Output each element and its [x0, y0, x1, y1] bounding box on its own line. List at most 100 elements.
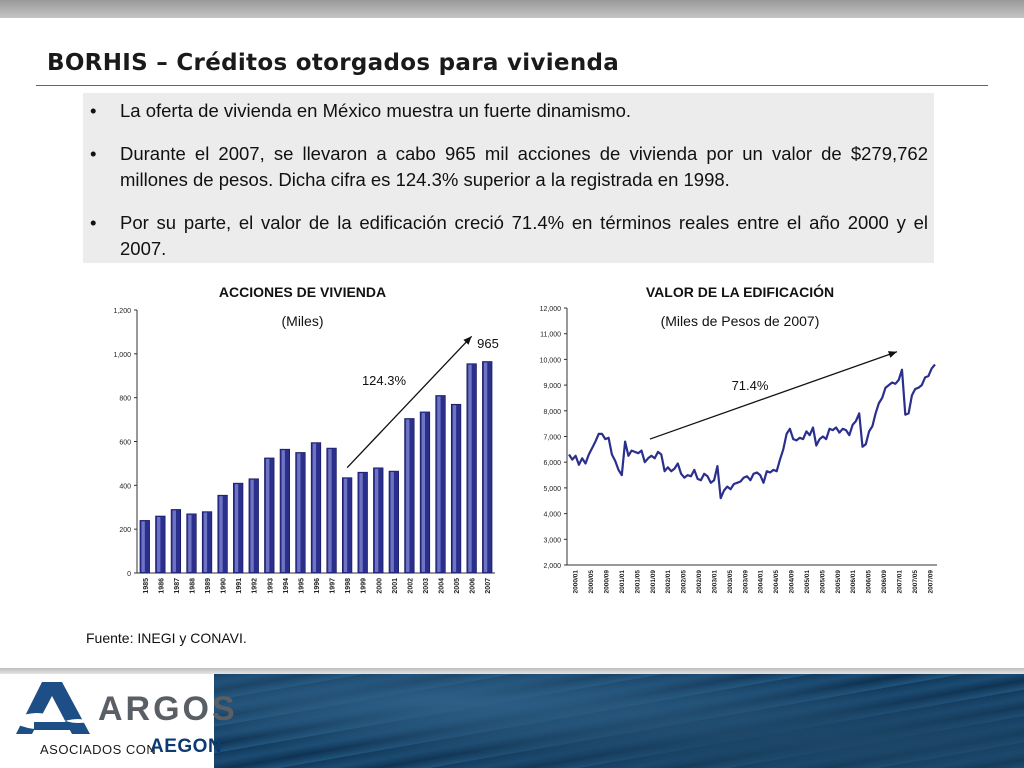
x-tick-label: 2007/01 — [896, 570, 903, 594]
x-tick-label: 2000/09 — [604, 570, 611, 594]
x-tick-label: 2004/01 — [758, 570, 765, 594]
partner-logo: AEGON — [150, 736, 223, 757]
growth-arrowhead — [888, 351, 897, 358]
bar-highlight — [203, 512, 208, 572]
y-tick-label: 0 — [127, 571, 131, 578]
y-tick-label: 10,000 — [540, 357, 562, 364]
x-tick-label: 2001/09 — [650, 570, 657, 594]
bar-chart-subtitle: (Miles) — [281, 313, 324, 329]
x-tick-label: 2003/09 — [742, 570, 749, 594]
bar-highlight — [359, 473, 363, 572]
y-tick-label: 1,000 — [113, 352, 131, 359]
bar-highlight — [483, 362, 488, 572]
x-tick-label: 2005/09 — [835, 570, 842, 594]
x-tick-label: 1998 — [345, 578, 352, 594]
y-tick-label: 800 — [119, 396, 131, 403]
bullet-text: La oferta de vivienda en México muestra … — [120, 100, 632, 121]
x-tick-label: 1994 — [283, 578, 290, 594]
growth-label: 71.4% — [732, 378, 769, 393]
x-tick-label: 1985 — [143, 578, 150, 594]
x-tick-label: 2007/05 — [912, 570, 919, 594]
footer-divider — [0, 668, 1024, 674]
bullet-marker: • — [90, 143, 97, 164]
x-tick-label: 2005 — [454, 578, 461, 594]
bar-highlight — [421, 412, 426, 572]
x-tick-label: 1996 — [314, 578, 321, 594]
bar-highlight — [312, 443, 317, 572]
bar-highlight — [374, 468, 379, 572]
y-tick-label: 600 — [119, 440, 131, 447]
growth-arrowhead — [463, 336, 472, 345]
x-tick-label: 1987 — [174, 578, 181, 594]
x-tick-label: 2005/05 — [819, 570, 826, 594]
x-tick-label: 2003 — [423, 578, 430, 594]
y-tick-label: 12,000 — [540, 306, 562, 313]
bar-highlight — [157, 517, 161, 572]
x-tick-label: 2001 — [392, 578, 399, 594]
bar-chart: 0 200 400 600 800 1,000 1,200 1985 1986 1987 1988 1… — [113, 308, 499, 594]
x-tick-label: 1992 — [252, 578, 259, 594]
x-tick-label: 1993 — [267, 578, 274, 594]
y-tick-label: 11,000 — [540, 332, 561, 339]
x-tick-label: 1989 — [205, 578, 212, 594]
x-tick-label: 2007 — [485, 578, 492, 594]
x-tick-label: 1999 — [361, 578, 368, 594]
x-tick-label: 2006/05 — [866, 570, 873, 594]
y-tick-label: 8,000 — [543, 409, 561, 416]
bar-chart-title: ACCIONES DE VIVIENDA — [218, 284, 387, 300]
x-tick-label: 2006/09 — [881, 570, 888, 594]
y-tick-label: 5,000 — [543, 486, 561, 493]
x-tick-label: 2000/05 — [588, 570, 595, 594]
x-tick-label: 2004/05 — [773, 570, 780, 594]
x-tick-label: 2007/09 — [927, 570, 934, 594]
x-tick-label: 2004/09 — [789, 570, 796, 594]
line-chart: 2,000 3,000 4,000 5,000 6,000 7,000 8,000 9,000… — [540, 306, 937, 594]
last-value-label: 965 — [477, 336, 499, 351]
logo-wordmark: ARGOS — [98, 690, 238, 728]
x-tick-label: 2006/01 — [850, 570, 857, 594]
y-tick-label: 7,000 — [543, 435, 561, 442]
x-tick-label: 2006 — [470, 578, 477, 594]
x-tick-label: 1991 — [236, 578, 243, 594]
growth-label: 124.3% — [362, 373, 407, 388]
bar-highlight — [219, 496, 223, 572]
bullet-panel — [83, 93, 934, 263]
x-tick-label: 1997 — [330, 578, 337, 594]
bullet-marker: • — [90, 100, 97, 121]
bar-highlight — [406, 419, 410, 572]
page-title: BORHIS – Créditos otorgados para viviend… — [47, 50, 620, 76]
y-tick-label: 1,200 — [113, 308, 131, 315]
series-line — [568, 363, 936, 500]
x-tick-label: 2005/01 — [804, 570, 811, 594]
bullet-marker: • — [90, 212, 97, 233]
x-tick-label: 2002/09 — [696, 570, 703, 594]
x-tick-label: 1988 — [189, 578, 196, 594]
bar-highlight — [141, 521, 145, 572]
bar-highlight — [343, 478, 348, 572]
y-tick-label: 9,000 — [543, 383, 561, 390]
bar-highlight — [265, 458, 270, 572]
bar-highlight — [452, 405, 457, 572]
bar-highlight — [328, 449, 332, 572]
y-tick-label: 4,000 — [543, 512, 561, 519]
x-tick-label: 1990 — [221, 578, 228, 594]
line-chart-title: VALOR DE LA EDIFICACIÓN — [645, 284, 835, 300]
x-tick-label: 2001/01 — [619, 570, 626, 594]
footer-water-image — [214, 674, 1024, 768]
x-tick-label: 2000/01 — [573, 570, 580, 594]
growth-arrow — [649, 351, 898, 440]
bar-highlight — [172, 510, 176, 572]
y-tick-label: 400 — [119, 483, 131, 490]
x-tick-label: 2002 — [407, 578, 414, 594]
bar-highlight — [468, 364, 472, 572]
y-tick-label: 200 — [119, 527, 131, 534]
line-chart-subtitle: (Miles de Pesos de 2007) — [660, 313, 820, 329]
x-tick-label: 2002/01 — [665, 570, 672, 594]
x-tick-label: 2003/01 — [711, 570, 718, 594]
x-tick-label: 1986 — [158, 578, 165, 594]
bullet-text: Durante el 2007, se llevaron a cabo 965 … — [120, 143, 928, 190]
x-tick-label: 2000 — [376, 578, 383, 594]
bar-highlight — [390, 472, 394, 572]
top-bar — [0, 0, 1024, 18]
title-divider — [36, 85, 988, 86]
